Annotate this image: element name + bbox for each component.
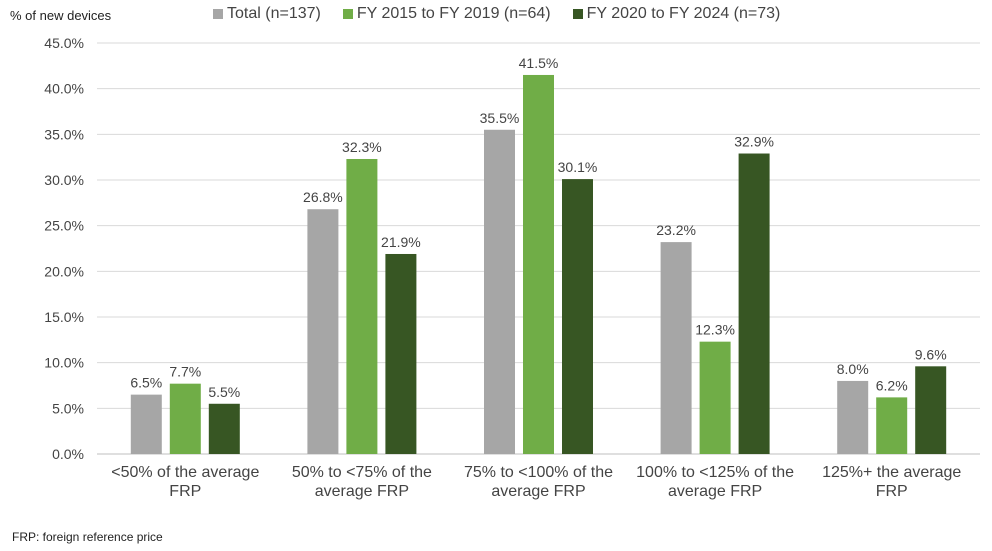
- data-label-total: 35.5%: [480, 110, 520, 126]
- data-label-fy2015-2019: 12.3%: [695, 322, 735, 338]
- bar-total: [130, 394, 162, 454]
- x-tick-label: 75% to <100% of the average FRP: [449, 463, 629, 501]
- data-label-fy2020-2024: 32.9%: [734, 134, 774, 150]
- x-tick-label-line: 100% to <125% of the: [636, 464, 795, 481]
- y-tick-label: 25.0%: [44, 218, 84, 234]
- x-tick-label: 50% to <75% of the average FRP: [272, 463, 452, 501]
- legend-swatch-fy2020-2024: [572, 9, 583, 19]
- x-tick-label-line: average FRP: [667, 483, 763, 500]
- bar-fy2020-2024: [385, 253, 417, 454]
- bar-fy2020-2024: [562, 179, 593, 454]
- data-label-fy2020-2024: 5.5%: [208, 384, 240, 400]
- data-label-total: 26.8%: [303, 189, 343, 205]
- bar-fy2015-2019: [876, 397, 908, 454]
- data-label-fy2015-2019: 6.2%: [876, 377, 908, 393]
- bar-fy2020-2024: [208, 403, 240, 454]
- data-label-total: 23.2%: [656, 222, 696, 238]
- data-label-fy2015-2019: 32.3%: [342, 139, 382, 155]
- x-tick-label: 125%+ the average FRP: [802, 463, 982, 501]
- y-tick-label: 45.0%: [44, 35, 84, 51]
- bar-total: [660, 242, 692, 454]
- bar-fy2015-2019: [346, 158, 378, 454]
- bar-fy2015-2019: [699, 341, 731, 454]
- y-tick-label: 15.0%: [44, 309, 84, 325]
- legend-label-fy2015-2019: FY 2015 to FY 2019 (n=64): [356, 5, 551, 22]
- data-label-fy2020-2024: 21.9%: [381, 234, 421, 250]
- y-tick-label: 35.0%: [44, 126, 84, 142]
- bar-total: [484, 129, 515, 454]
- legend-swatch-fy2015-2019: [342, 9, 353, 19]
- x-tick-label: 100% to <125% of the average FRP: [625, 463, 805, 501]
- y-tick-label: 40.0%: [44, 81, 84, 97]
- data-label-fy2020-2024: 30.1%: [558, 159, 598, 175]
- bar-total: [307, 209, 339, 454]
- x-tick-label: <50% of the average FRP: [95, 463, 275, 501]
- data-label-fy2015-2019: 7.7%: [169, 364, 201, 380]
- footnote: FRP: foreign reference price: [12, 530, 163, 544]
- x-tick-label-line: 50% to <75% of the: [291, 464, 432, 481]
- bar-fy2015-2019: [523, 74, 554, 454]
- legend-swatch-total: [213, 9, 223, 19]
- legend-item-fy2020-2024: FY 2020 to FY 2024 (n=73): [572, 5, 781, 23]
- legend-item-fy2015-2019: FY 2015 to FY 2019 (n=64): [342, 5, 551, 23]
- x-tick-label-line: FRP: [169, 483, 202, 500]
- y-tick-label: 10.0%: [44, 355, 84, 371]
- data-label-total: 6.5%: [130, 375, 162, 391]
- bar-total: [837, 380, 869, 454]
- legend-item-total: Total (n=137): [213, 5, 321, 23]
- x-tick-label-line: 75% to <100% of the: [464, 464, 613, 481]
- legend-label-fy2020-2024: FY 2020 to FY 2024 (n=73): [586, 5, 781, 22]
- data-label-fy2020-2024: 9.6%: [915, 346, 947, 362]
- data-label-total: 8.0%: [837, 361, 869, 377]
- y-tick-label: 5.0%: [52, 400, 84, 416]
- legend: Total (n=137) FY 2015 to FY 2019 (n=64) …: [213, 5, 780, 23]
- bar-fy2020-2024: [915, 366, 947, 454]
- y-axis-title: % of new devices: [10, 8, 112, 23]
- y-tick-label: 30.0%: [44, 172, 84, 188]
- x-tick-label-line: 125%+ the average: [822, 464, 962, 481]
- y-tick-label: 20.0%: [44, 263, 84, 279]
- bar-fy2020-2024: [738, 153, 770, 454]
- y-tick-label: 0.0%: [52, 446, 84, 462]
- data-label-fy2015-2019: 41.5%: [519, 55, 559, 71]
- x-tick-label-line: average FRP: [314, 483, 410, 500]
- x-tick-label-line: average FRP: [491, 483, 586, 500]
- x-tick-label-line: <50% of the average: [111, 464, 260, 481]
- bar-fy2015-2019: [169, 383, 201, 454]
- legend-label-total: Total (n=137): [227, 5, 321, 22]
- x-tick-label-line: FRP: [875, 483, 908, 500]
